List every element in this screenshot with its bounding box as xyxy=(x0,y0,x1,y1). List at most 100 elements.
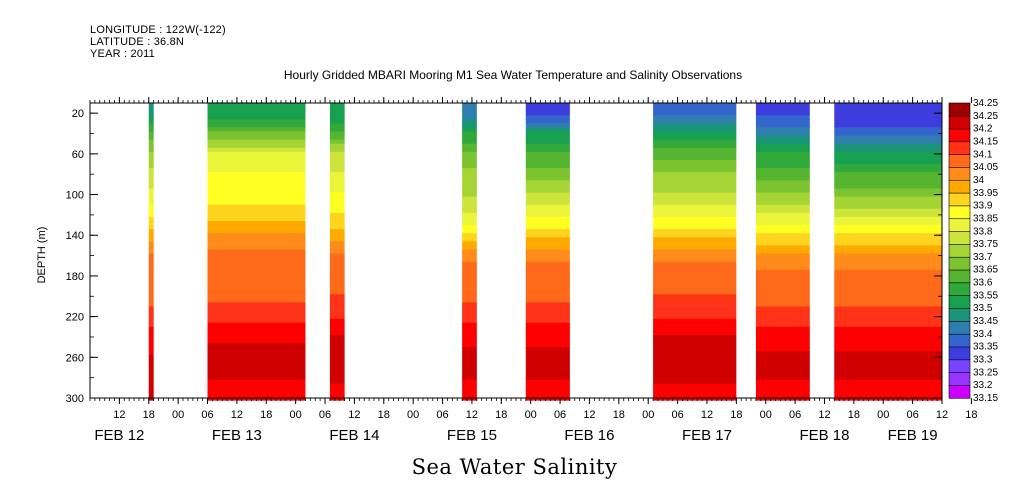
salinity-band xyxy=(462,343,477,348)
salinity-band xyxy=(148,119,154,124)
salinity-band xyxy=(525,391,570,397)
salinity-band xyxy=(653,387,737,393)
y-tick-label: 100 xyxy=(66,190,84,202)
colorbar-level-label: 33.15 xyxy=(973,393,998,404)
salinity-band xyxy=(755,131,810,137)
salinity-band xyxy=(525,180,570,185)
salinity-band xyxy=(755,176,810,181)
salinity-band xyxy=(329,282,345,287)
salinity-band xyxy=(207,139,306,145)
salinity-band xyxy=(207,212,306,218)
y-tick-label: 140 xyxy=(66,230,84,242)
salinity-band xyxy=(755,159,810,165)
salinity-band xyxy=(462,367,477,373)
salinity-band xyxy=(148,111,154,116)
salinity-band xyxy=(462,127,477,133)
salinity-band xyxy=(755,147,810,153)
salinity-band xyxy=(755,200,810,206)
salinity-band xyxy=(329,131,345,137)
colorbar-swatch xyxy=(948,179,971,194)
salinity-band xyxy=(462,294,477,299)
salinity-band xyxy=(834,103,942,108)
salinity-band xyxy=(207,294,306,299)
colorbar-level-label: 33.75 xyxy=(973,239,998,250)
salinity-band xyxy=(653,379,737,385)
colorbar-swatch xyxy=(948,243,971,258)
salinity-band xyxy=(755,139,810,145)
salinity-band xyxy=(653,184,737,190)
year-label: YEAR : 2011 xyxy=(90,48,155,60)
salinity-band xyxy=(525,172,570,177)
salinity-band xyxy=(329,326,345,332)
x-hour-tick-label: 18 xyxy=(143,409,155,421)
salinity-band xyxy=(148,131,154,137)
colorbar-swatch xyxy=(948,269,971,284)
salinity-band xyxy=(653,330,737,336)
salinity-band xyxy=(755,351,810,356)
salinity-band xyxy=(525,159,570,165)
salinity-band xyxy=(653,155,737,161)
salinity-band xyxy=(834,265,942,271)
salinity-band xyxy=(755,249,810,255)
salinity-band xyxy=(462,192,477,198)
salinity-band xyxy=(148,298,154,303)
salinity-band xyxy=(653,241,737,247)
salinity-band xyxy=(653,168,737,173)
salinity-band xyxy=(207,314,306,320)
salinity-band xyxy=(462,229,477,234)
salinity-band xyxy=(755,334,810,340)
salinity-band xyxy=(653,355,737,360)
colorbar-level-label: 33.5 xyxy=(973,303,993,314)
salinity-band xyxy=(834,363,942,369)
colorbar-level-label: 33.6 xyxy=(973,278,993,289)
salinity-band xyxy=(755,216,810,222)
salinity-band xyxy=(148,184,154,190)
salinity-band xyxy=(148,164,154,169)
salinity-band xyxy=(329,127,345,133)
salinity-band xyxy=(148,196,154,202)
salinity-band xyxy=(207,273,306,279)
x-date-label: FEB 14 xyxy=(329,427,379,444)
x-hour-tick-label: 00 xyxy=(407,409,419,421)
y-tick-label: 60 xyxy=(72,149,84,161)
salinity-band xyxy=(329,119,345,124)
salinity-band xyxy=(755,151,810,157)
salinity-band xyxy=(148,155,154,161)
salinity-band xyxy=(329,273,345,279)
salinity-band xyxy=(207,375,306,381)
salinity-band xyxy=(755,343,810,348)
salinity-band xyxy=(653,371,737,377)
salinity-band xyxy=(462,249,477,255)
salinity-band xyxy=(462,208,477,214)
salinity-band xyxy=(207,184,306,190)
variable-label: Sea Water Salinity xyxy=(411,455,618,479)
y-tick-label: 260 xyxy=(66,352,84,364)
salinity-band xyxy=(207,143,306,149)
colorbar-level-label: 33.35 xyxy=(973,342,998,353)
colorbar-swatch xyxy=(948,346,971,361)
salinity-band xyxy=(462,155,477,161)
salinity-band xyxy=(525,273,570,279)
colorbar-level-label: 34.25 xyxy=(973,111,998,122)
salinity-band xyxy=(148,294,154,299)
salinity-band xyxy=(207,322,306,328)
salinity-band xyxy=(462,383,477,389)
salinity-band xyxy=(834,119,942,124)
x-hour-tick-label: 12 xyxy=(936,409,948,421)
salinity-band xyxy=(755,237,810,242)
salinity-band xyxy=(525,139,570,145)
salinity-band xyxy=(329,363,345,369)
salinity-band xyxy=(525,245,570,251)
salinity-band xyxy=(653,229,737,234)
salinity-band xyxy=(755,241,810,247)
salinity-band xyxy=(525,277,570,283)
salinity-band xyxy=(834,159,942,165)
salinity-band xyxy=(148,375,154,381)
x-hour-tick-label: 06 xyxy=(906,409,918,421)
x-hour-tick-label: 18 xyxy=(260,409,272,421)
salinity-band xyxy=(525,290,570,295)
salinity-band xyxy=(148,343,154,348)
salinity-band xyxy=(329,188,345,194)
salinity-band xyxy=(207,107,306,112)
x-hour-tick-label: 12 xyxy=(701,409,713,421)
